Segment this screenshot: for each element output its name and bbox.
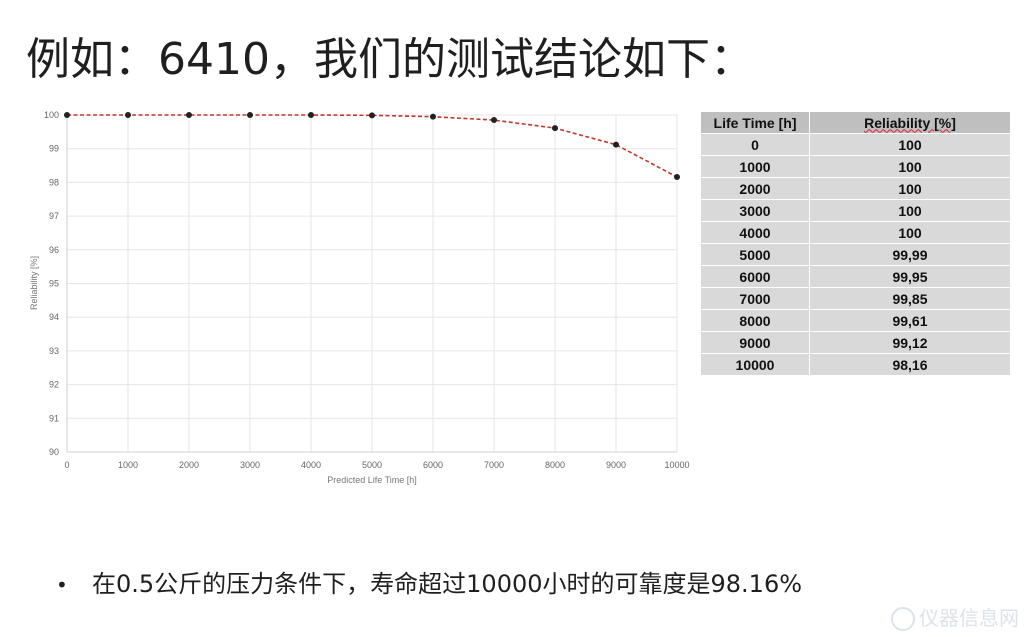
- header-reliability-label: Reliability [%]: [864, 114, 956, 131]
- chart-points: [64, 112, 680, 181]
- reliability-cell: 99,85: [809, 287, 1011, 310]
- reliability-cell: 98,16: [809, 353, 1011, 376]
- x-tick-label: 7000: [484, 460, 504, 470]
- reliability-cell: 99,95: [809, 265, 1011, 288]
- y-tick-label: 99: [49, 144, 59, 154]
- conclusion-text: 在0.5公斤的压力条件下，寿命超过10000小时的可靠度是98.16%: [92, 570, 803, 598]
- table-row: 1000 100: [700, 155, 1011, 178]
- conclusion-bullet: • 在0.5公斤的压力条件下，寿命超过10000小时的可靠度是98.16%: [56, 566, 802, 603]
- watermark: 仪器信息网: [891, 602, 1019, 631]
- x-tick-label: 9000: [606, 460, 626, 470]
- x-tick-label: 0: [64, 460, 69, 470]
- table-row: 10000 98,16: [700, 353, 1011, 376]
- table-row: 4000 100: [700, 221, 1011, 244]
- table-row: 2000 100: [700, 177, 1011, 200]
- y-tick-label: 95: [49, 279, 59, 289]
- life-time-cell: 9000: [700, 331, 810, 354]
- slide-title: 例如：6410，我们的测试结论如下：: [26, 34, 754, 85]
- y-tick-label: 94: [49, 312, 59, 322]
- table-body: 0 100 1000 100 2000 100 3000 100 4000 100 5000 99,9…: [700, 133, 1011, 376]
- life-time-cell: 0: [700, 133, 810, 156]
- table-header-row: Life Time [h] Reliability [%]: [700, 111, 1011, 134]
- header-reliability: Reliability [%]: [809, 111, 1011, 134]
- data-point: [491, 117, 497, 124]
- chart-series: [67, 114, 678, 178]
- reliability-cell: 100: [809, 155, 1011, 178]
- reliability-cell: 99,61: [809, 309, 1011, 332]
- y-tick-label: 92: [49, 380, 59, 390]
- data-point: [247, 112, 253, 118]
- header-life-time: Life Time [h]: [700, 111, 810, 134]
- y-tick-label: 100: [44, 110, 59, 120]
- watermark-logo-icon: [891, 607, 915, 631]
- y-tick-label: 93: [49, 346, 59, 356]
- reliability-cell: 99,99: [809, 243, 1011, 266]
- watermark-text: 仪器信息网: [919, 605, 1019, 630]
- x-tick-label: 8000: [545, 460, 565, 470]
- life-time-cell: 8000: [700, 309, 810, 332]
- data-point: [186, 112, 192, 118]
- data-point: [613, 141, 619, 148]
- life-time-cell: 4000: [700, 221, 810, 244]
- table-row: 3000 100: [700, 199, 1011, 222]
- life-time-cell: 7000: [700, 287, 810, 310]
- y-tick-label: 96: [49, 245, 59, 255]
- x-tick-label: 6000: [423, 460, 443, 470]
- data-point: [308, 112, 314, 118]
- table-row: 8000 99,61: [700, 309, 1011, 332]
- table-row: 9000 99,12: [700, 331, 1011, 354]
- y-tick-label: 98: [49, 177, 59, 187]
- x-tick-label: 3000: [240, 460, 260, 470]
- life-time-cell: 2000: [700, 177, 810, 200]
- reliability-cell: 100: [809, 221, 1011, 244]
- y-tick-label: 91: [49, 413, 59, 423]
- reliability-cell: 100: [809, 133, 1011, 156]
- reliability-cell: 100: [809, 199, 1011, 222]
- life-time-cell: 3000: [700, 199, 810, 222]
- chart-axes: [66, 115, 677, 453]
- data-point: [430, 113, 436, 120]
- reliability-table: Life Time [h] Reliability [%] 0 100 1000 10…: [700, 111, 1011, 376]
- data-point: [64, 112, 70, 118]
- data-point: [125, 112, 131, 118]
- data-point: [369, 112, 375, 119]
- x-tick-label: 4000: [301, 460, 321, 470]
- life-time-cell: 5000: [700, 243, 810, 266]
- table-row: 5000 99,99: [700, 243, 1011, 266]
- x-tick-label: 2000: [179, 460, 199, 470]
- x-axis-label: Predicted Life Time [h]: [327, 475, 417, 485]
- table-row: 0 100: [700, 133, 1011, 156]
- chart-grid: [66, 114, 678, 453]
- x-tick-label: 1000: [118, 460, 138, 470]
- reliability-cell: 99,12: [809, 331, 1011, 354]
- y-axis-label: Reliability [%]: [29, 256, 39, 310]
- x-tick-label: 5000: [362, 460, 382, 470]
- series-line: [67, 114, 678, 178]
- data-point: [552, 125, 558, 132]
- bullet-icon: •: [56, 573, 68, 597]
- life-time-cell: 10000: [700, 353, 810, 376]
- life-time-cell: 6000: [700, 265, 810, 288]
- table-row: 6000 99,95: [700, 265, 1011, 288]
- data-point: [674, 174, 680, 181]
- life-time-cell: 1000: [700, 155, 810, 178]
- y-tick-label: 97: [49, 211, 59, 221]
- x-tick-label: 10000: [664, 460, 689, 470]
- y-tick-label: 90: [49, 447, 59, 457]
- table-row: 7000 99,85: [700, 287, 1011, 310]
- reliability-cell: 100: [809, 177, 1011, 200]
